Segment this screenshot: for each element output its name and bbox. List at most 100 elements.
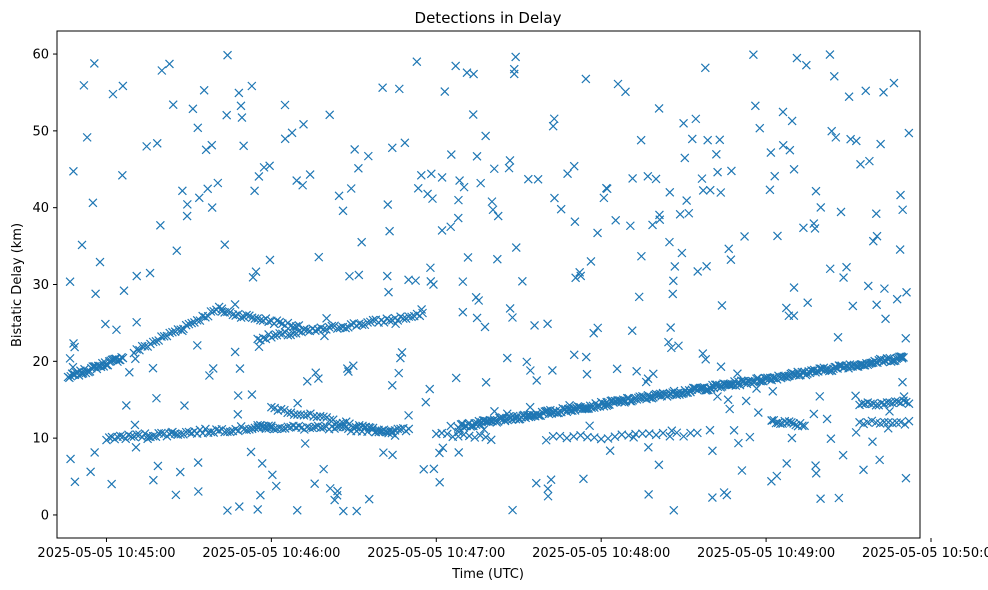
data-point xyxy=(207,140,217,150)
data-point xyxy=(644,490,654,499)
data-point xyxy=(459,182,469,192)
data-point xyxy=(716,188,726,197)
data-point xyxy=(248,272,258,282)
data-point xyxy=(354,270,364,280)
data-point xyxy=(698,186,708,195)
data-point xyxy=(505,304,515,313)
data-point xyxy=(247,81,257,91)
data-point xyxy=(901,333,911,343)
data-point xyxy=(842,262,851,272)
data-point xyxy=(341,323,351,333)
data-point xyxy=(890,397,900,406)
data-point xyxy=(253,314,263,323)
data-point xyxy=(531,478,541,488)
data-point xyxy=(831,132,841,142)
data-point xyxy=(643,442,653,452)
data-point xyxy=(809,409,819,419)
data-point xyxy=(787,116,797,126)
data-point xyxy=(404,275,413,285)
data-point xyxy=(724,380,734,389)
data-point xyxy=(193,123,203,133)
data-point xyxy=(104,433,114,442)
data-point xyxy=(703,135,713,145)
data-point xyxy=(214,426,224,435)
data-point xyxy=(698,349,708,359)
data-point xyxy=(459,430,469,440)
data-point xyxy=(565,400,574,410)
data-point xyxy=(713,167,723,177)
data-point xyxy=(181,320,191,330)
data-point xyxy=(599,193,609,203)
data-point xyxy=(230,300,240,309)
data-point xyxy=(664,337,673,347)
data-point xyxy=(88,198,98,208)
data-point xyxy=(154,336,164,345)
data-point xyxy=(280,100,290,110)
data-point xyxy=(548,431,558,441)
data-point xyxy=(192,340,202,350)
data-point xyxy=(264,317,274,327)
data-point xyxy=(65,277,75,287)
data-point xyxy=(159,331,169,341)
data-point xyxy=(675,209,685,219)
data-point xyxy=(472,151,482,161)
data-point xyxy=(581,352,591,362)
x-tick-label: 2025-05-05 10:47:00 xyxy=(367,546,505,561)
data-point xyxy=(885,406,894,416)
data-point xyxy=(253,505,263,514)
data-point xyxy=(407,312,416,322)
data-point xyxy=(143,434,153,444)
data-point xyxy=(454,448,464,457)
data-point xyxy=(904,399,914,409)
data-point xyxy=(811,461,820,470)
data-point xyxy=(395,353,405,363)
data-point xyxy=(342,364,352,374)
data-point xyxy=(692,428,702,438)
data-point xyxy=(896,190,905,200)
y-axis-label: Bistatic Delay (km) xyxy=(10,223,25,347)
data-point xyxy=(876,139,886,149)
data-point xyxy=(665,237,674,247)
data-point xyxy=(419,464,429,474)
data-point xyxy=(589,328,599,338)
data-point xyxy=(411,276,421,286)
data-point xyxy=(292,505,302,515)
data-point xyxy=(851,136,861,146)
data-point xyxy=(222,110,232,120)
data-point xyxy=(826,434,836,444)
data-point xyxy=(91,289,101,299)
data-point xyxy=(446,421,456,431)
data-point xyxy=(810,224,820,233)
data-point xyxy=(674,341,683,351)
data-point xyxy=(204,371,214,380)
data-point xyxy=(132,430,142,439)
data-point xyxy=(707,493,717,503)
data-point xyxy=(839,273,848,282)
data-point xyxy=(726,166,736,176)
data-point xyxy=(394,84,404,94)
data-point xyxy=(391,319,401,329)
data-point xyxy=(311,368,321,378)
data-point xyxy=(691,114,701,124)
data-point xyxy=(353,163,363,173)
data-point xyxy=(394,368,404,378)
data-point xyxy=(255,315,265,325)
data-point xyxy=(836,207,846,217)
data-point xyxy=(904,128,914,138)
data-point xyxy=(442,429,452,439)
data-point xyxy=(613,79,623,89)
data-point xyxy=(670,262,680,271)
data-point xyxy=(800,421,809,431)
data-point xyxy=(400,138,410,148)
data-point xyxy=(446,150,456,159)
data-point xyxy=(596,434,606,444)
data-point xyxy=(230,347,240,357)
data-point xyxy=(848,301,858,311)
data-point xyxy=(390,431,400,440)
data-point xyxy=(508,313,517,322)
data-point xyxy=(330,495,340,505)
data-point xyxy=(242,310,252,320)
data-point xyxy=(543,484,553,494)
data-point xyxy=(644,392,654,402)
data-point xyxy=(525,366,535,375)
